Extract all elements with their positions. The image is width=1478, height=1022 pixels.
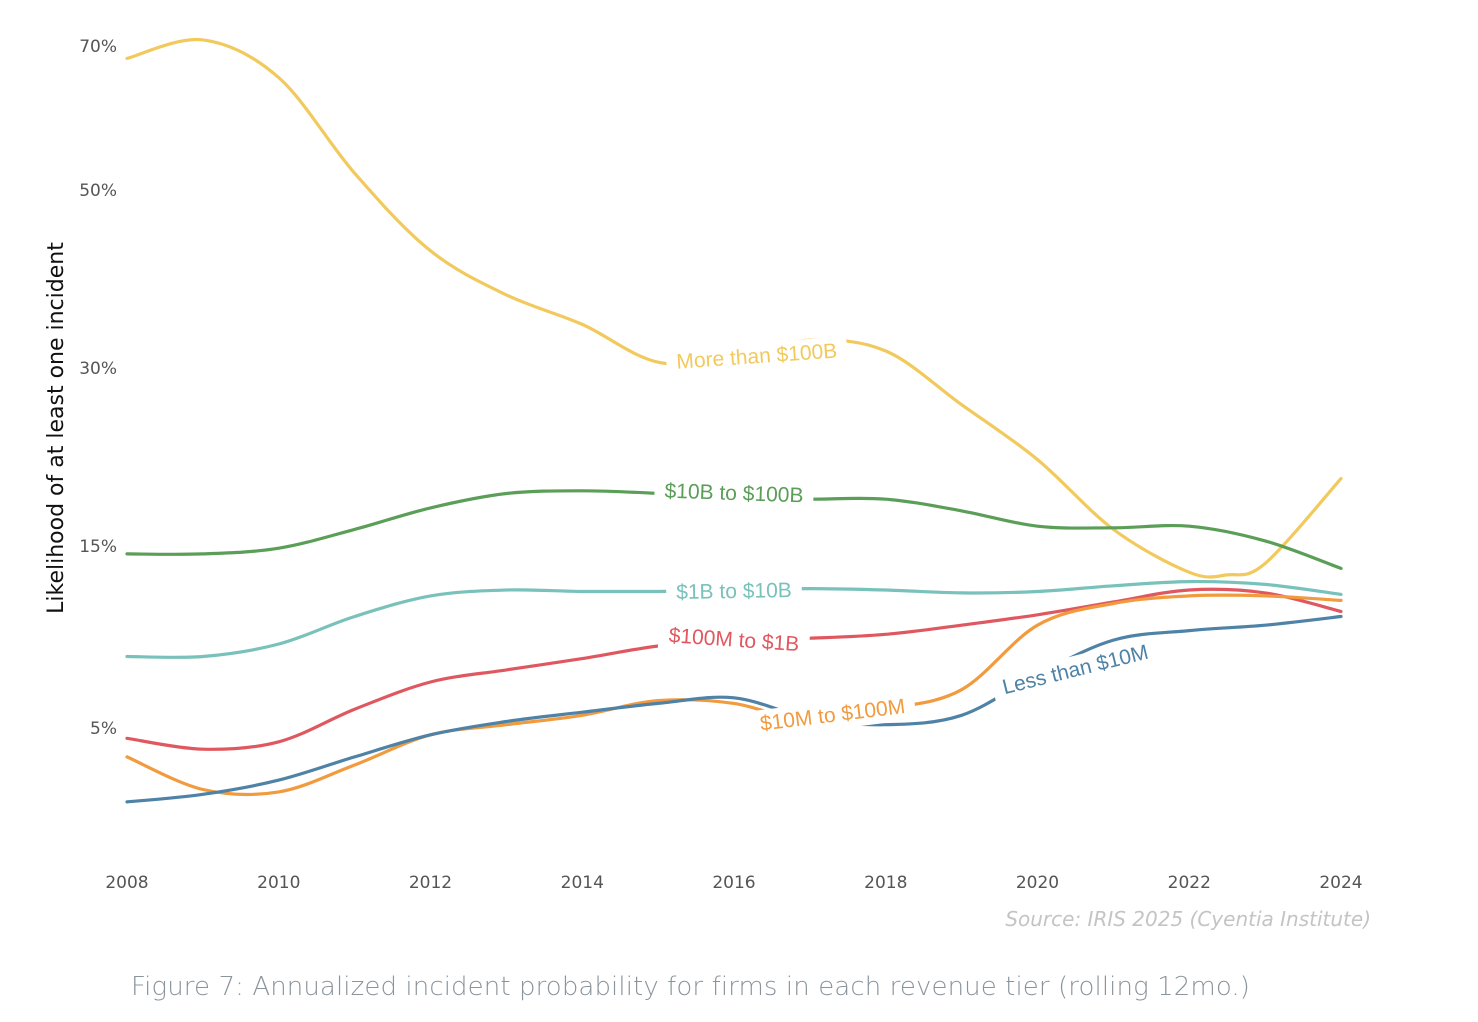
y-tick-label: 15%: [79, 537, 117, 557]
series-label-100m-to-1b: $100M to $1B: [668, 624, 800, 656]
x-tick-label: 2016: [712, 873, 755, 893]
y-tick-label: 5%: [90, 719, 117, 739]
series-label-10m-to-100m: $10M to $100M: [759, 695, 907, 736]
x-tick-label: 2014: [561, 873, 604, 893]
y-tick-label: 30%: [79, 359, 117, 379]
x-tick-label: 2012: [409, 873, 452, 893]
figure-caption: Figure 7: Annualized incident probabilit…: [131, 972, 1251, 1002]
series-label-1b-to-10b: $1B to $10B: [676, 579, 792, 604]
series-label-background: [748, 691, 917, 740]
y-tick-label: 70%: [79, 37, 117, 57]
series-line-less-than-10m: [125, 614, 1343, 804]
x-tick-label: 2020: [1016, 873, 1059, 893]
series-label-group-10m-to-100m: $10M to $100M: [748, 691, 917, 740]
series-label-group-100m-to-1b: $100M to $1B: [657, 620, 811, 660]
series-label-group-1b-to-10b: $1B to $10B: [665, 576, 803, 607]
series-line-100m-to-1b: [125, 587, 1343, 751]
x-tick-label: 2018: [864, 873, 907, 893]
x-tick-label: 2010: [257, 873, 300, 893]
series-label-10b-to-100b: $10B to $100B: [664, 480, 804, 508]
y-axis-label: Likelihood of at least one incident: [44, 242, 69, 614]
y-tick-label: 50%: [79, 181, 117, 201]
series-label-background: [665, 576, 803, 607]
series-label-background: [657, 620, 811, 660]
x-tick-label: 2022: [1168, 873, 1211, 893]
source-note: Source: IRIS 2025 (Cyentia Institute): [1005, 907, 1371, 931]
series-line-10m-to-100m: [125, 593, 1343, 797]
series-label-group-less-than-10m: Less than $10M: [989, 635, 1161, 704]
series-label-background: [665, 336, 849, 377]
x-tick-label: 2024: [1319, 873, 1362, 893]
series-label-group-more-than-100b: More than $100B: [665, 336, 849, 377]
series-label-group-10b-to-100b: $10B to $100B: [654, 476, 814, 511]
series-label-background: [654, 476, 814, 511]
series-label-background: [989, 635, 1161, 704]
x-tick-label: 2008: [105, 873, 148, 893]
